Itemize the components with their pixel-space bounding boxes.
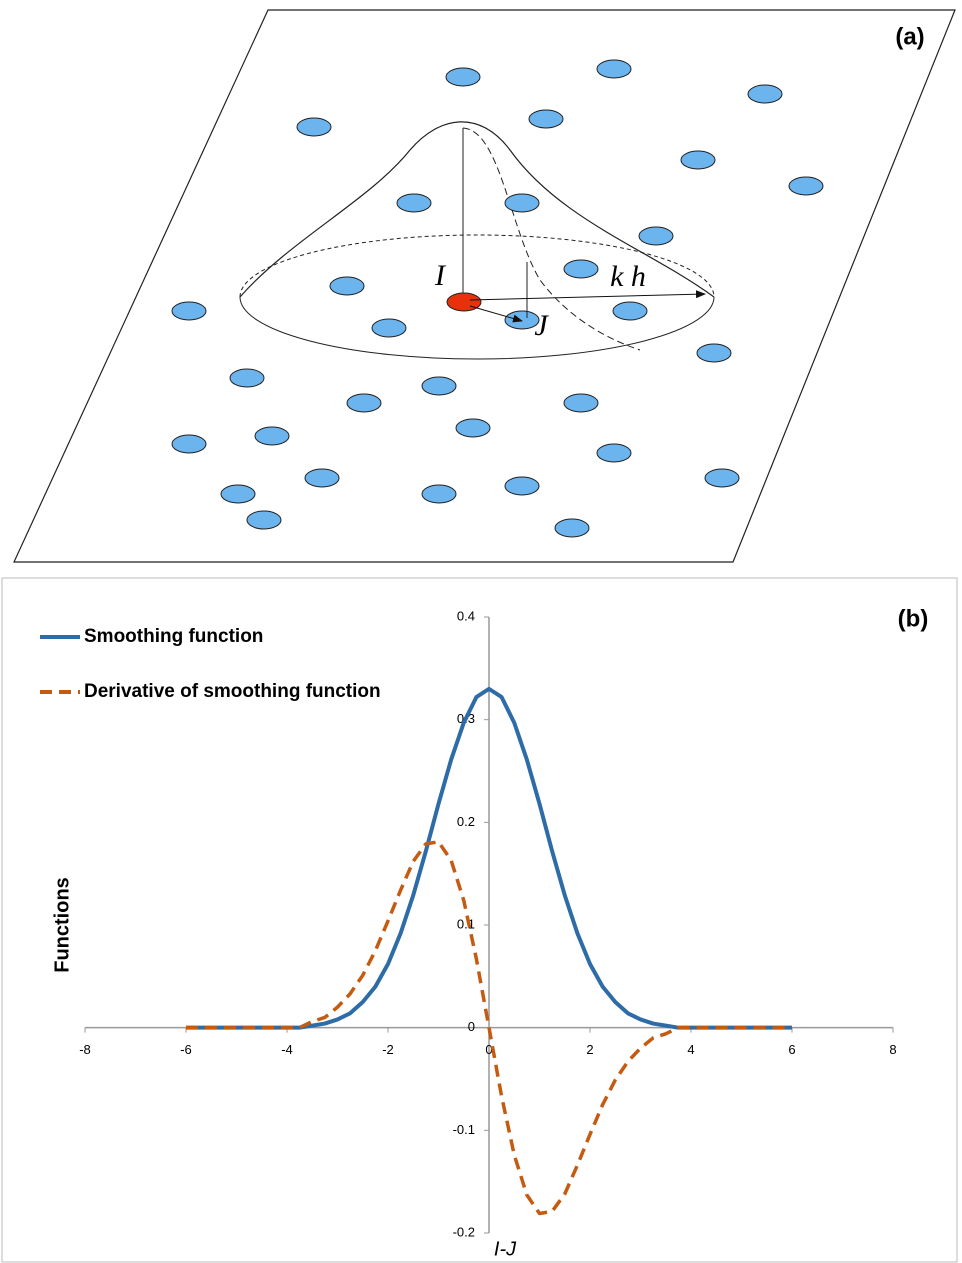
particle [748,85,782,103]
particle [446,68,480,86]
x-axis-title: I-J [494,1238,517,1260]
particle [613,302,647,320]
legend-label: Smoothing function [84,626,263,647]
particle [422,377,456,395]
radius-arrow [470,294,705,300]
particle [681,151,715,169]
center-label: I [434,259,447,292]
particles [172,60,823,537]
radius-label: k h [610,260,646,293]
plane [14,10,955,562]
panel-b: (b) I-J Functions -8 -6 -4 -2 0 2 4 6 8 -0.2 -0.1 0… [2,578,957,1262]
y-tick-label: 0.2 [457,814,475,829]
panel-label: (a) [895,23,924,50]
center-particle [447,293,481,311]
particle [705,469,739,487]
particle [255,427,289,445]
particle [564,394,598,412]
legend-label: Derivative of smoothing function [84,681,381,702]
panel-a: I k h J (a) [14,10,955,562]
kernel-profile [463,128,640,350]
x-tick-label: -4 [281,1042,293,1057]
particle [505,477,539,495]
particle [221,485,255,503]
y-axis-title: Functions [51,877,73,973]
particle [639,227,673,245]
particle [597,444,631,462]
x-tick-label: 4 [687,1042,694,1057]
x-tick-label: -6 [180,1042,192,1057]
panel-label: (b) [898,605,929,632]
particle [456,419,490,437]
x-tick-label: -8 [79,1042,91,1057]
particle [529,110,563,128]
x-tick-label: 8 [889,1042,896,1057]
particle [505,194,539,212]
y-tick-label: 0.4 [457,608,475,623]
figure: I k h J (a) (b) I-J Functions -8 -6 -4 -2 0 2… [0,0,962,1263]
particle [330,277,364,295]
y-tick-label: -0.2 [453,1224,475,1239]
particle [397,194,431,212]
x-tick-label: 2 [586,1042,593,1057]
particle [172,435,206,453]
x-tick-label: -2 [382,1042,394,1057]
particle [564,260,598,278]
particle [555,519,589,537]
x-tick-label: 6 [788,1042,795,1057]
particle [247,511,281,529]
y-tick-label: -0.1 [453,1122,475,1137]
particle [305,469,339,487]
particle [372,319,406,337]
particle [422,485,456,503]
neighbor-label: J [534,309,549,342]
particle [230,369,264,387]
particle [697,344,731,362]
particle [347,394,381,412]
particle [172,302,206,320]
particle [597,60,631,78]
y-tick-label: 0 [468,1019,475,1034]
particle [789,177,823,195]
particle [297,118,331,136]
